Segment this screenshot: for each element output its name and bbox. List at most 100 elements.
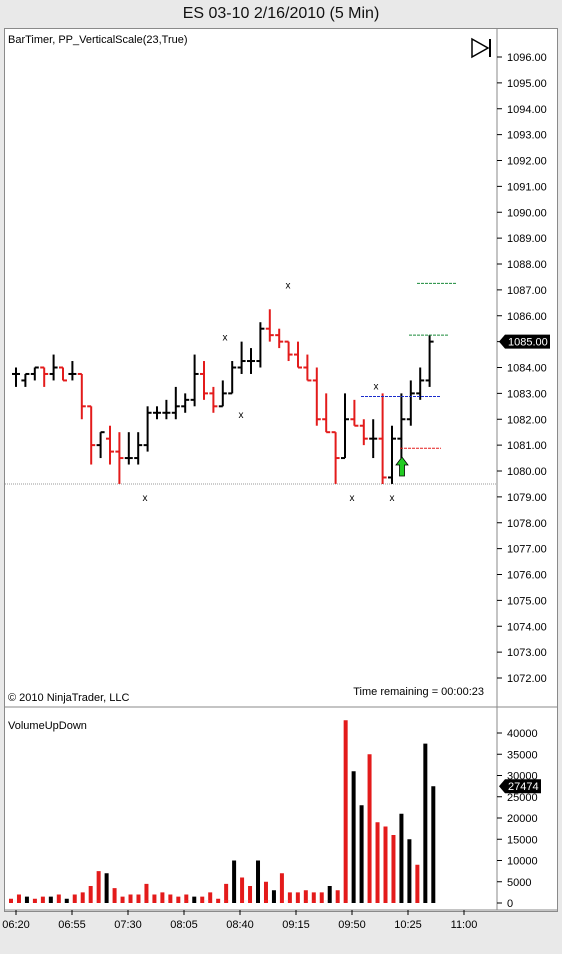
chart-title: ES 03-10 2/16/2010 (5 Min) — [182, 5, 380, 22]
ohlc-bar — [369, 419, 378, 459]
ohlc-bar — [425, 335, 434, 387]
volume-bar — [216, 898, 221, 903]
volume-bar — [168, 894, 173, 903]
volume-bar — [56, 894, 61, 903]
price-axis-label: 1075.00 — [507, 595, 547, 607]
ohlc-bar — [59, 366, 67, 382]
volume-bar — [80, 892, 85, 903]
volume-bar — [271, 890, 276, 903]
volume-bar — [152, 894, 157, 903]
volume-bar — [399, 813, 404, 903]
volume-bar — [279, 873, 284, 903]
copyright-label: © 2010 NinjaTrader, LLC — [8, 692, 129, 704]
price-axis-label: 1094.00 — [507, 104, 547, 116]
ohlc-bar — [40, 366, 49, 387]
volume-bar — [303, 890, 308, 903]
ohlc-bar — [68, 361, 77, 381]
volume-bar — [136, 894, 141, 903]
volume-bar — [160, 892, 165, 903]
volume-bar — [200, 896, 205, 903]
ohlc-bar — [87, 405, 96, 465]
skip-forward-icon[interactable] — [471, 37, 491, 59]
volume-axis-label: 40000 — [507, 728, 538, 740]
ohlc-bar — [49, 354, 58, 381]
volume-bar — [144, 883, 149, 903]
price-axis-label: 1082.00 — [507, 414, 547, 426]
current-price-marker: 1085.00 — [499, 334, 550, 349]
ohlc-bar — [12, 367, 20, 387]
price-axis-label: 1073.00 — [507, 647, 547, 659]
volume-bar — [9, 898, 13, 903]
volume-axis-label: 25000 — [507, 792, 538, 804]
volume-bar — [32, 898, 37, 903]
ohlc-bar — [143, 406, 152, 452]
ohlc-bar — [181, 393, 190, 413]
volume-bar — [16, 894, 21, 903]
volume-bar — [343, 720, 348, 903]
volume-bar — [431, 786, 436, 903]
time-axis-label: 11:00 — [451, 919, 478, 931]
price-axis-label: 1086.00 — [507, 311, 547, 323]
price-axis-label: 1095.00 — [507, 78, 547, 90]
ohlc-bar — [96, 431, 105, 459]
volume-bar — [224, 883, 229, 903]
time-remaining-label: Time remaining = 00:00:23 — [353, 686, 484, 698]
time-axis-label: 08:05 — [170, 919, 198, 931]
swing-marker: x — [143, 493, 148, 504]
ohlc-bar — [190, 354, 199, 407]
volume-bar — [248, 886, 253, 903]
ohlc-bar — [256, 322, 265, 368]
ohlc-bar — [378, 393, 387, 484]
price-axis-label: 1074.00 — [507, 621, 547, 633]
volume-bar — [24, 896, 29, 903]
volume-bar — [327, 886, 332, 903]
volume-bar — [176, 896, 181, 903]
volume-bar — [335, 890, 340, 903]
swing-marker: x — [374, 382, 379, 393]
volume-bar — [120, 896, 125, 903]
volume-bar — [287, 892, 292, 903]
time-axis-label: 06:20 — [2, 919, 30, 931]
ohlc-bar — [200, 361, 208, 400]
chart-frame — [4, 28, 558, 912]
price-axis-label: 1096.00 — [507, 52, 547, 64]
ohlc-bar — [350, 399, 359, 427]
volume-bar — [367, 754, 372, 903]
ohlc-bar — [388, 425, 396, 484]
volume-bar — [208, 892, 213, 903]
signal-arrow-shape — [395, 456, 409, 477]
price-axis-label: 1077.00 — [507, 544, 547, 556]
volume-bar — [40, 896, 45, 903]
ohlc-bar — [209, 386, 218, 413]
ohlc-bar — [397, 393, 406, 459]
ohlc-bar — [265, 309, 274, 342]
ohlc-bar — [171, 386, 180, 420]
volume-bar — [72, 894, 77, 903]
volume-bar — [192, 896, 197, 903]
price-axis-label: 1088.00 — [507, 259, 547, 271]
volume-bar — [128, 894, 133, 903]
price-axis-label: 1079.00 — [507, 492, 547, 504]
current-price-box — [499, 334, 550, 349]
time-axis-label: 09:15 — [282, 919, 310, 931]
volume-bar — [48, 896, 53, 903]
volume-bar — [96, 871, 101, 903]
ohlc-bar — [153, 406, 161, 420]
volume-bar — [104, 873, 109, 903]
time-axis-label: 08:40 — [226, 919, 254, 931]
current-volume-box — [499, 779, 541, 794]
price-indicator-label: BarTimer, PP_VerticalScale(23,True) — [8, 34, 188, 46]
volume-indicator-label: VolumeUpDown — [8, 720, 87, 732]
volume-axis-label: 5000 — [507, 877, 531, 889]
volume-bar — [88, 886, 93, 903]
volume-bar — [64, 898, 69, 903]
ohlc-bar — [106, 425, 114, 465]
price-axis-label: 1090.00 — [507, 207, 547, 219]
ohlc-bar — [331, 431, 340, 484]
ohlc-bar — [416, 367, 425, 400]
time-axis-label: 07:30 — [114, 919, 142, 931]
volume-bar — [351, 771, 356, 903]
ohlc-bar — [247, 348, 255, 374]
current-price-label: 1085.00 — [508, 337, 548, 349]
